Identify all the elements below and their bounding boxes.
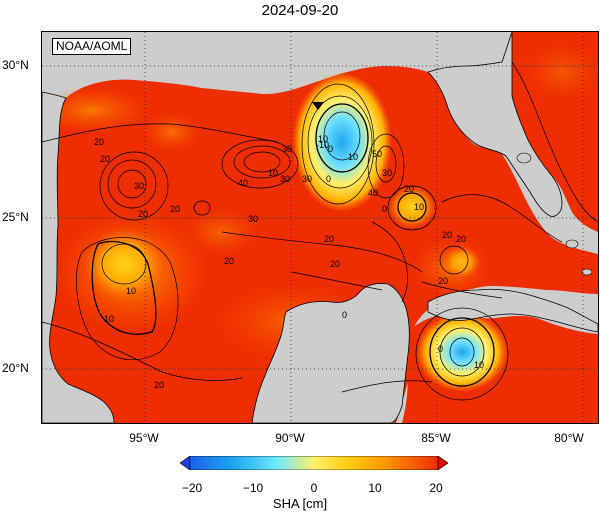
- mexico-landmass: [42, 91, 115, 423]
- contour-label: 20: [404, 184, 414, 194]
- contour-label: 20: [138, 209, 148, 219]
- lon-label-80w: 80°W: [554, 431, 584, 445]
- colorbar-tick: −20: [181, 481, 203, 495]
- map-panel: 20 30 20 10 20 20 40 30 10 0 30 -10 0 10…: [41, 31, 599, 424]
- contour-label: 0: [438, 344, 443, 354]
- contour-label: 40: [238, 178, 248, 188]
- contour-label: 30: [134, 181, 144, 191]
- contour-label: -10: [316, 140, 329, 150]
- contour-label: 10: [348, 152, 358, 162]
- colorbar-tick: 10: [368, 481, 382, 495]
- cuba-landmass: [427, 288, 598, 333]
- contour-label: 30: [302, 174, 312, 184]
- contour-label: 20: [224, 256, 234, 266]
- contour-label: 50: [372, 149, 382, 159]
- colorbar-tick: 20: [429, 481, 443, 495]
- colorbar-title: SHA [cm]: [272, 496, 328, 511]
- contour-label: 20: [456, 234, 466, 244]
- lon-label-85w: 85°W: [421, 431, 451, 445]
- contour-label: 20: [324, 234, 334, 244]
- lat-label-25n: 25°N: [2, 210, 29, 224]
- contour-label: 30: [280, 174, 290, 184]
- lon-label-90w: 90°W: [275, 431, 305, 445]
- contour-label: 20: [154, 380, 164, 390]
- sha-contours: [42, 61, 598, 401]
- cold-eddy-caribbean: [416, 312, 508, 392]
- contour-label-group: 20 30 20 10 20 20 40 30 10 0 30 -10 0 10…: [94, 134, 484, 390]
- lat-label-20n: 20°N: [2, 361, 29, 375]
- contour-label: 20: [330, 259, 340, 269]
- contour-label: 30: [282, 144, 292, 154]
- lon-label-95w: 95°W: [129, 431, 159, 445]
- location-marker-icon: [312, 102, 324, 110]
- contour-label: 10: [126, 286, 136, 296]
- contour-label: 10: [474, 360, 484, 370]
- contour-label: 0: [382, 204, 387, 214]
- colorbar-tick: −10: [242, 481, 264, 495]
- contour-label: 20: [438, 276, 448, 286]
- lat-label-30n: 30°N: [2, 58, 29, 72]
- contour-label: 0: [342, 310, 347, 320]
- contour-label: 10: [268, 168, 278, 178]
- contour-label: 20: [170, 204, 180, 214]
- contour-label: 0: [328, 144, 333, 154]
- contour-label: 20: [94, 137, 104, 147]
- contour-label: 30: [382, 168, 392, 178]
- florida-landmass: [427, 32, 563, 217]
- contour-label: 20: [100, 154, 110, 164]
- colorbar-gradient: [189, 456, 439, 470]
- credit-badge: NOAA/AOML: [52, 38, 132, 55]
- colorbar: [180, 456, 448, 470]
- contour-label: 40: [368, 188, 378, 198]
- colorbar-min-arrow-icon: [180, 456, 191, 470]
- contour-label: 0: [326, 174, 331, 184]
- colorbar-tick: 0: [310, 481, 318, 495]
- contour-label: 10: [414, 202, 424, 212]
- contour-label: 10: [104, 314, 114, 324]
- map-title: 2024-09-20: [261, 2, 339, 19]
- graticule: [42, 32, 598, 423]
- colorbar-max-arrow-icon: [437, 456, 448, 470]
- contour-label: 30: [248, 214, 258, 224]
- contour-label: 20: [442, 230, 452, 240]
- contour-label: 10: [318, 134, 328, 144]
- sha-map: 20 30 20 10 20 20 40 30 10 0 30 -10 0 10…: [42, 32, 598, 423]
